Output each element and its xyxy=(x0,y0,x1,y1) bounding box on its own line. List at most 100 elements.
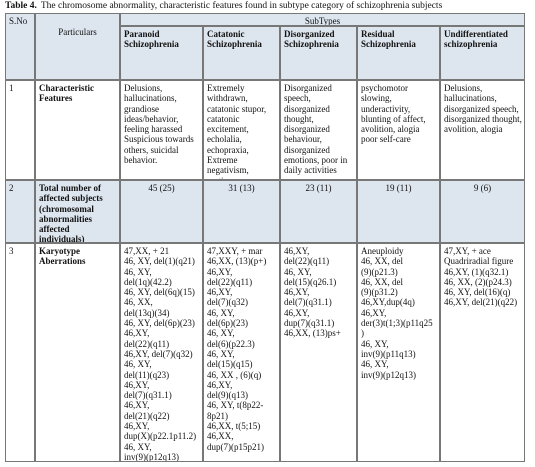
cell-text: 46, XY, del(6q)(15) xyxy=(124,287,195,298)
cell-text: del(7)(q31.1) xyxy=(124,390,172,401)
header-subtype: Paranoid Schizophrenia xyxy=(120,26,203,80)
cell-text: 19 (11) xyxy=(385,183,412,193)
header-subtype: Undifferentiated schizophrenia xyxy=(440,26,525,80)
cell-text: dup(X)(p22.1p11.2) xyxy=(124,431,197,442)
header-text: SubTypes xyxy=(304,16,341,26)
cell-text: 45 (25) xyxy=(148,183,175,193)
cell-text: catatonic stupor, xyxy=(207,103,267,114)
header-text: Undifferentiated xyxy=(444,29,508,39)
cell-text: 46,XY, xyxy=(284,246,310,256)
cell-text: others, suicidal xyxy=(124,144,179,155)
cell-text: inv(9)(p12q13) xyxy=(124,451,179,462)
row-cell: psychomotor slowing, underactivity, bluntin… xyxy=(357,80,440,180)
cell-text: blunting of affect, xyxy=(361,113,426,124)
cell-text: 47,XXY, + mar xyxy=(207,246,263,256)
cell-text: 46, XX, del xyxy=(361,256,403,267)
cell-text: 9 (6) xyxy=(473,183,492,193)
cell-text: (9)(p21.3) xyxy=(361,266,398,277)
cell-text: del(22)(q11) xyxy=(207,276,253,287)
cell-text: mutism xyxy=(207,176,276,179)
row-cell: Delusions, hallucinations, disorganized sp… xyxy=(440,80,525,180)
cell-text: echolalia, xyxy=(207,134,242,145)
cell-text: Total number of xyxy=(39,183,102,193)
cell-text: 46,XY, xyxy=(284,307,310,318)
cell-text: der(3)t(1;3)(p11q25 xyxy=(361,318,433,329)
cell-text: 46,XY, xyxy=(124,328,150,339)
header-text: Disorganized xyxy=(284,29,335,39)
cell-text: ) xyxy=(361,328,364,339)
cell-text: 46,XY, xyxy=(124,421,150,432)
header-text: Paranoid xyxy=(124,29,160,39)
cell-text: disorganized speech, xyxy=(444,103,519,114)
row-sno: 1 xyxy=(5,80,35,180)
cell-text: poor self-care xyxy=(361,134,411,145)
row-sno: 3 xyxy=(5,243,35,462)
cell-text: 46, XY, xyxy=(124,441,152,452)
row-cell: 9 (6) xyxy=(440,180,525,243)
table-caption: Table 4. The chromosome abnormality, char… xyxy=(5,1,530,11)
row-cell: 23 (11) xyxy=(280,180,357,243)
cell-text: 47,XY, + ace xyxy=(444,246,491,256)
cell-text: Aberrations xyxy=(39,256,86,267)
cell-text: 8p21) xyxy=(207,410,228,421)
cell-text: Extreme xyxy=(207,155,238,166)
cell-text: del(6p)(23) xyxy=(207,318,248,329)
cell-text: 46,XY, xyxy=(124,400,150,411)
cell-text: 46, XY, xyxy=(207,348,235,359)
header-text: Schizophrenia xyxy=(124,39,179,50)
header-text: Residual xyxy=(361,29,395,39)
cell-text: 46, XY, del(6p)(23) xyxy=(124,318,195,329)
cell-text: (chromosomal xyxy=(39,203,94,214)
cell-text: del(7)(q31.1) xyxy=(284,297,332,308)
cell-text: Extremely xyxy=(207,83,245,93)
cell-text: del(1q)(42.2) xyxy=(124,276,172,287)
header-group: SubTypes xyxy=(120,13,525,26)
cell-text: 1 xyxy=(9,83,14,93)
cell-text: feeling harassed xyxy=(124,124,183,135)
row-cell: Disorganized speech, disorganized thought, d… xyxy=(280,80,357,180)
cell-text: individuals) xyxy=(39,234,85,243)
cell-text: Characteristic xyxy=(39,83,94,93)
cell-text: 46, XY, xyxy=(207,328,235,339)
cell-text: daily activities xyxy=(284,165,337,176)
cell-text: del(15)(q15) xyxy=(207,359,253,370)
cell-text: 46, XX, xyxy=(124,297,153,308)
cell-text: Suspicious towards xyxy=(124,134,194,145)
cell-text: 46,XY, xyxy=(361,307,387,318)
caption-text: The chromosome abnormality, characterist… xyxy=(40,1,443,11)
cell-text: negativism, xyxy=(207,165,249,176)
header-text: schizophrenia xyxy=(444,39,498,50)
cell-text: inv(9)(p12q13) xyxy=(361,369,416,380)
cell-text: 46,XX, t(5;15) xyxy=(207,421,261,432)
cell-text: 46,XY, del(7)(q32) xyxy=(124,348,193,359)
cell-text: del(13q)(34) xyxy=(124,307,170,318)
header-text: S.No xyxy=(9,16,28,26)
cell-text: Delusions, xyxy=(444,83,483,93)
cell-text: withdrawn, xyxy=(207,93,248,104)
cell-text: speech, xyxy=(284,93,311,104)
row-cell: 19 (11) xyxy=(357,180,440,243)
cell-text: ideas/behavior, xyxy=(124,113,179,124)
row-cell: 31 (13) xyxy=(203,180,280,243)
row-cell: 47,XX, + 21 46, XY, del(1)(q21) 46, XY, del… xyxy=(120,243,203,462)
cell-text: 46,XY, del(21)(q22) xyxy=(444,297,518,308)
cell-text: 46, XX , (6)(q) xyxy=(207,369,262,380)
cell-text: Karyotype xyxy=(39,246,80,256)
cell-text: del(11)(q23) xyxy=(124,369,170,380)
cell-text: avolition, alogia xyxy=(444,124,503,135)
header-text: Catatonic xyxy=(207,29,245,39)
cell-text: 46,XY, xyxy=(207,287,233,298)
cell-text: 46, XY, xyxy=(284,266,312,277)
row-cell: 47,XXY, + mar 46,XX, (13)(p+) 46,XY, del(22… xyxy=(203,243,280,462)
cell-text: dup(7)(p15p21) xyxy=(207,441,264,452)
row-cell: 47,XY, + ace Quadriradial figure 46,XY, (1… xyxy=(440,243,525,462)
cell-text: 46,XY, xyxy=(207,379,233,390)
cell-text: 2 xyxy=(9,183,14,193)
cell-text: psychomotor xyxy=(361,83,408,93)
cell-text: 46,XY, (1)(q32.1) xyxy=(444,266,509,277)
cell-text: slowing, xyxy=(361,93,392,104)
row-cell: 46,XY, del(22)(q11) 46, XY, del(15)(q26.1) 4… xyxy=(280,243,357,462)
cell-text: dup(7)(q31.1) xyxy=(284,318,335,329)
header-subtype: Catatonic Schizophrenia xyxy=(203,26,280,80)
row-sno: 2 xyxy=(5,180,35,243)
